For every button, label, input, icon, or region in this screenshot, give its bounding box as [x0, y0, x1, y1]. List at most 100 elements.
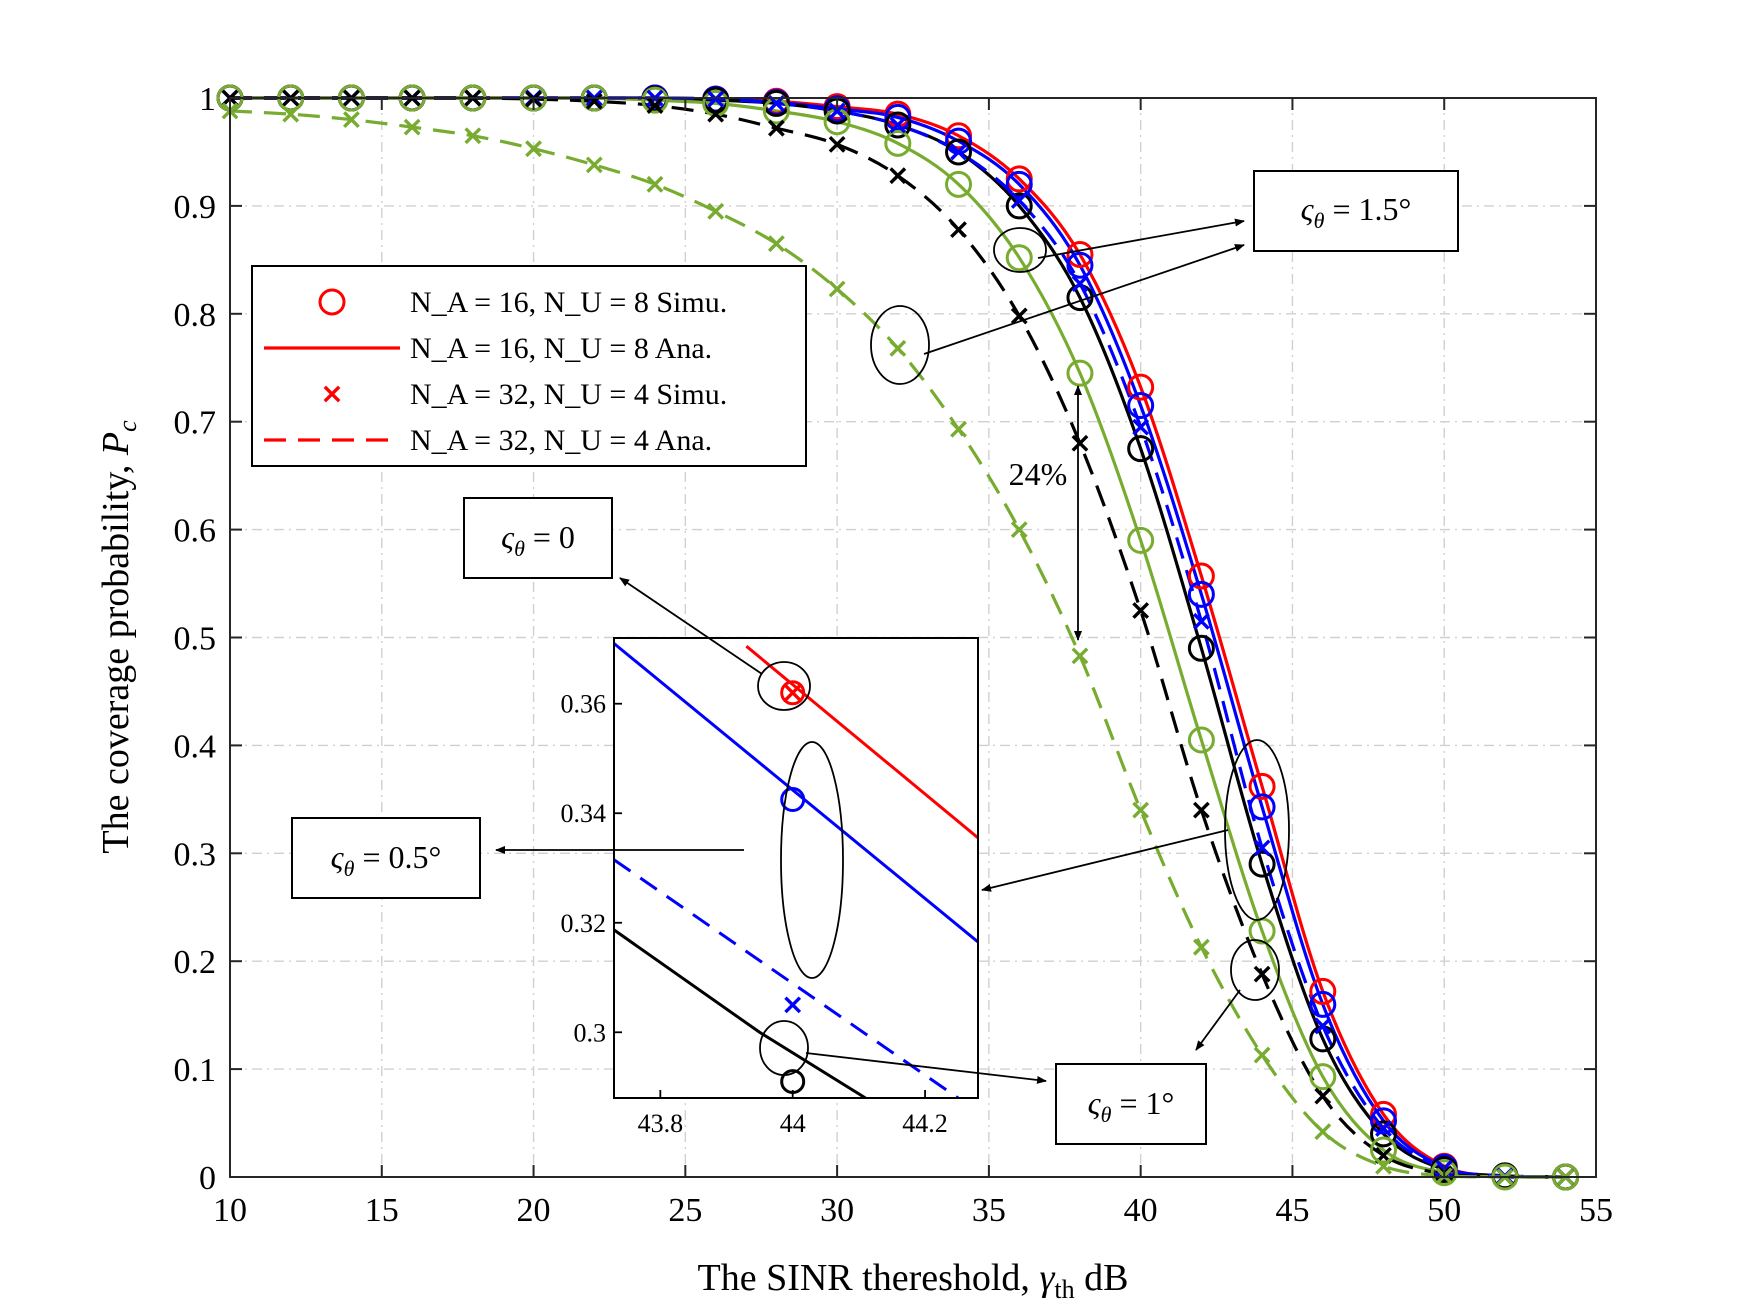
series-5-point-8: [707, 105, 725, 123]
inset-background: [614, 638, 978, 1098]
inset-zoom: 43.8 44 44.2 0.3 0.32 0.34 0.36: [561, 637, 979, 1138]
annotation-box-1-5deg: [1253, 170, 1459, 252]
series-6-point-18: [1314, 1123, 1332, 1141]
inset-line-0: [745, 645, 978, 840]
inset-frame: [613, 637, 979, 1099]
x-tick-label: 30: [820, 1192, 854, 1229]
ellipse-1deg-inset: [759, 1020, 809, 1076]
series-5-point-17: [1253, 965, 1271, 983]
series-2-point-19: [1370, 1120, 1398, 1148]
series-4-point-13: [1010, 192, 1028, 209]
series-3-point-12: [945, 170, 973, 198]
series-5-point-14: [1071, 434, 1089, 452]
series-6-point-3: [403, 118, 421, 136]
series-2-point-13: [1005, 192, 1033, 220]
series-6-point-13: [1010, 521, 1028, 539]
arrow-1deg-b: [805, 1052, 1047, 1084]
series-5-point-11: [889, 167, 907, 185]
series-6-point-6: [585, 156, 603, 174]
annotation-graphics: [495, 218, 1290, 1084]
legend-label-0: N_A = 16, N_U = 8 Simu.: [410, 286, 727, 319]
inset-x-tick-label: 43.8: [638, 1109, 684, 1138]
y-tick-label: 0.2: [174, 944, 217, 981]
y-tick-label: 0.6: [174, 513, 217, 550]
legend-sample-0: [318, 288, 346, 316]
annotation-boxes: ςθ = 1.5° ςθ = 0 ςθ = 0.5° ςθ = 1° 24%: [291, 170, 1459, 1145]
y-tick-label: 0: [199, 1160, 216, 1197]
inset-lines: [614, 642, 978, 1098]
ellipse-0-5deg: [780, 741, 844, 979]
x-tick-label: 55: [1579, 1192, 1613, 1229]
series-4-point-14: [1071, 275, 1089, 292]
series-1-point-19: [1370, 1107, 1398, 1135]
series-3-point-13: [1005, 244, 1033, 272]
annotation-1-5deg: ςθ = 1.5°: [1301, 191, 1412, 233]
series-5-point-16: [1192, 801, 1210, 819]
axis-ticks: 10 15 20 25 30 35 40 45 50 55 0 0.1 0.2 0.3 0.4 0.5 0.6 0…: [174, 81, 1614, 1229]
series-6-point-19: [1375, 1157, 1392, 1175]
legend-sample-2: [323, 385, 341, 403]
legend-label-3: N_A = 32, N_U = 4 Ana.: [410, 424, 712, 457]
series-1-point-17: [1248, 793, 1276, 821]
x-tick-label: 45: [1275, 1192, 1309, 1229]
series-5-point-18: [1314, 1087, 1332, 1105]
x-tick-label: 40: [1124, 1192, 1158, 1229]
inset-x-tick-label: 44: [780, 1109, 806, 1138]
legend-label-2: N_A = 32, N_U = 4 Simu.: [410, 378, 727, 411]
series-0-point-18: [1309, 977, 1337, 1005]
series-5-point-12: [950, 221, 967, 239]
series-0-point-17: [1248, 772, 1276, 800]
series-4-point-15: [1132, 418, 1150, 436]
series-5-point-15: [1132, 602, 1150, 619]
series-1-point-14: [1066, 251, 1094, 279]
series-6-point-2: [343, 111, 360, 128]
series-2-point-11: [884, 111, 912, 139]
series-4-point-16: [1192, 612, 1210, 630]
series-2-point-16: [1187, 634, 1215, 662]
y-tick-label: 1: [199, 81, 216, 118]
inset-line-1: [614, 642, 978, 944]
annotation-0-5deg: ςθ = 0.5°: [331, 839, 442, 881]
series-0-point-15: [1127, 373, 1155, 401]
series-3-point-11: [884, 129, 912, 157]
inset-y-tick-label: 0.36: [561, 690, 607, 719]
series-3-point-16: [1187, 726, 1215, 754]
series-3-point-19: [1370, 1136, 1398, 1164]
series-6-point-5: [525, 140, 542, 158]
inset-marker-1: [784, 684, 802, 702]
arrow-1-5deg-b: [923, 244, 1245, 355]
x-tick-label: 15: [365, 1192, 399, 1229]
x-tick-label: 20: [517, 1192, 551, 1229]
series-3-point-18: [1309, 1063, 1337, 1091]
series-6-point-11: [889, 339, 907, 357]
series-6-point-7: [646, 175, 664, 193]
inset-y-tick-label: 0.3: [574, 1018, 607, 1047]
y-tick-label: 0.8: [174, 297, 217, 334]
series-1-point-18: [1309, 990, 1337, 1018]
series-6-point-14: [1071, 647, 1089, 665]
series-1-point-15: [1127, 392, 1155, 420]
series-2-point-12: [945, 138, 973, 166]
annotation-box-1deg: [1055, 1063, 1207, 1145]
annotation-24-percent: 24%: [1009, 456, 1068, 492]
y-tick-label: 0.5: [174, 621, 217, 658]
series-6-point-17: [1253, 1046, 1271, 1064]
arrow-1-5deg-a: [1037, 218, 1245, 259]
ellipse-0deg: [757, 661, 811, 711]
series-6-point-12: [950, 420, 967, 438]
ellipse-1deg: [1230, 939, 1280, 1001]
arrow-to-inset: [981, 829, 1229, 892]
series-5-point-7: [646, 97, 664, 114]
y-tick-label: 0.7: [174, 405, 217, 442]
ellipse-1-5deg-green: [870, 305, 930, 385]
y-tick-label: 0.9: [174, 189, 217, 226]
series-6-point-10: [828, 280, 846, 298]
legend: N_A = 16, N_U = 8 Simu. N_A = 16, N_U = 8…: [251, 265, 807, 467]
series-1-point-11: [884, 103, 912, 131]
series-4-point-19: [1375, 1120, 1392, 1137]
x-tick-label: 10: [213, 1192, 247, 1229]
annotation-box-0deg: [463, 497, 613, 579]
series-3-point-7: [641, 86, 669, 114]
series-6-point-8: [707, 202, 725, 220]
y-axis-label: The coverage probability, Pc: [95, 420, 142, 854]
